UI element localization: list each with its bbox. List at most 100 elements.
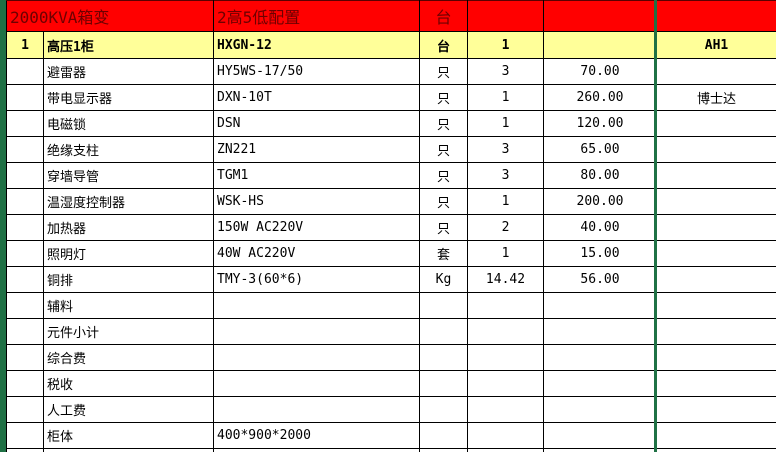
cell-model[interactable]: DSN <box>213 110 420 137</box>
cell-model[interactable] <box>213 318 420 345</box>
cell-qty[interactable]: 2 <box>467 214 544 241</box>
cell-qty[interactable]: 1 <box>467 110 544 137</box>
cell-vendor[interactable] <box>656 344 776 371</box>
cell-price[interactable]: 15.00 <box>543 240 657 267</box>
cell-unit[interactable] <box>419 370 468 397</box>
cell-group-model[interactable]: HXGN-12 <box>213 31 420 59</box>
cell-name[interactable]: 绝缘支柱 <box>43 136 214 163</box>
cell-seq[interactable] <box>6 370 44 397</box>
cell-name[interactable]: 辅料 <box>43 292 214 319</box>
cell-group-unit[interactable]: 台 <box>419 31 468 59</box>
cell-vendor[interactable] <box>656 136 776 163</box>
cell-name[interactable]: 避雷器 <box>43 58 214 85</box>
cell-name[interactable]: 元件小计 <box>43 318 214 345</box>
cell-seq[interactable] <box>6 58 44 85</box>
cell-price[interactable] <box>543 422 657 449</box>
cell-name[interactable]: 人工费 <box>43 396 214 423</box>
cell-price[interactable]: 200.00 <box>543 188 657 215</box>
cell-model[interactable]: 40W AC220V <box>213 240 420 267</box>
cell-price[interactable] <box>543 448 657 452</box>
cell-unit[interactable]: 只 <box>419 84 468 111</box>
cell-group-name[interactable]: 高压1柜 <box>43 31 214 59</box>
cell-price[interactable]: 56.00 <box>543 266 657 293</box>
cell-model[interactable]: WSK-HS <box>213 188 420 215</box>
cell-qty[interactable] <box>467 370 544 397</box>
cell-price[interactable]: 120.00 <box>543 110 657 137</box>
cell-seq[interactable] <box>6 292 44 319</box>
cell-price[interactable] <box>543 292 657 319</box>
cell-qty[interactable]: 3 <box>467 162 544 189</box>
cell-vendor[interactable] <box>656 396 776 423</box>
cell-qty[interactable]: 1 <box>467 240 544 267</box>
cell-name[interactable]: 照明灯 <box>43 240 214 267</box>
cell-unit[interactable] <box>419 344 468 371</box>
cell-seq[interactable] <box>6 214 44 241</box>
cell-name[interactable]: 综合费 <box>43 344 214 371</box>
cell-model[interactable]: HY5WS-17/50 <box>213 58 420 85</box>
cell-name[interactable]: 带电显示器 <box>43 84 214 111</box>
cell-price[interactable] <box>543 370 657 397</box>
cell-section-title[interactable]: 2000KVA箱变 <box>6 0 214 32</box>
cell-name[interactable]: 温湿度控制器 <box>43 188 214 215</box>
cell-model[interactable] <box>213 396 420 423</box>
cell-seq[interactable] <box>6 110 44 137</box>
cell-qty[interactable] <box>467 448 544 452</box>
cell-group-seq[interactable]: 1 <box>6 31 44 59</box>
cell-vendor[interactable] <box>656 58 776 85</box>
cell-name[interactable]: 穿墙导管 <box>43 162 214 189</box>
cell-price[interactable] <box>543 318 657 345</box>
cell-unit[interactable]: 只 <box>419 110 468 137</box>
cell-group-vendor[interactable]: AH1 <box>656 31 776 59</box>
cell-name[interactable]: 铜排 <box>43 266 214 293</box>
cell-vendor[interactable] <box>656 422 776 449</box>
cell-unit[interactable]: 只 <box>419 214 468 241</box>
cell-price[interactable] <box>543 396 657 423</box>
cell-unit[interactable]: 只 <box>419 162 468 189</box>
cell-price[interactable]: 70.00 <box>543 58 657 85</box>
cell-qty[interactable] <box>467 292 544 319</box>
cell-seq[interactable] <box>6 188 44 215</box>
cell-group-qty[interactable]: 1 <box>467 31 544 59</box>
cell-price[interactable]: 65.00 <box>543 136 657 163</box>
cell-qty[interactable]: 3 <box>467 136 544 163</box>
cell-seq[interactable] <box>6 136 44 163</box>
cell-vendor[interactable] <box>656 266 776 293</box>
cell-vendor[interactable] <box>656 162 776 189</box>
cell-model[interactable] <box>213 448 420 452</box>
cell-qty[interactable] <box>467 396 544 423</box>
cell-model[interactable]: ZN221 <box>213 136 420 163</box>
cell-vendor[interactable] <box>656 240 776 267</box>
cell-price[interactable]: 40.00 <box>543 214 657 241</box>
cell-model[interactable]: TMY-3(60*6) <box>213 266 420 293</box>
cell-name[interactable]: 电磁锁 <box>43 110 214 137</box>
cell-model[interactable] <box>213 370 420 397</box>
cell-price[interactable]: 260.00 <box>543 84 657 111</box>
cell-vendor[interactable] <box>656 292 776 319</box>
cell-qty[interactable]: 1 <box>467 188 544 215</box>
cell-qty[interactable] <box>467 422 544 449</box>
cell-section-price[interactable] <box>543 0 657 32</box>
cell-model[interactable]: TGM1 <box>213 162 420 189</box>
cell-section-config[interactable]: 2高5低配置 <box>213 0 420 32</box>
cell-vendor[interactable] <box>656 318 776 345</box>
cell-name[interactable]: 税收 <box>43 370 214 397</box>
cell-qty[interactable]: 14.42 <box>467 266 544 293</box>
cell-seq[interactable] <box>6 162 44 189</box>
cell-price[interactable]: 80.00 <box>543 162 657 189</box>
cell-model[interactable] <box>213 292 420 319</box>
cell-unit[interactable]: 套 <box>419 240 468 267</box>
cell-seq[interactable] <box>6 344 44 371</box>
cell-model[interactable]: 150W AC220V <box>213 214 420 241</box>
cell-unit[interactable]: Kg <box>419 266 468 293</box>
cell-unit[interactable] <box>419 448 468 452</box>
cell-seq[interactable] <box>6 448 44 452</box>
cell-vendor[interactable] <box>656 448 776 452</box>
cell-name[interactable]: 小计 <box>43 448 214 452</box>
cell-seq[interactable] <box>6 240 44 267</box>
cell-unit[interactable] <box>419 396 468 423</box>
cell-unit[interactable] <box>419 422 468 449</box>
cell-unit[interactable] <box>419 292 468 319</box>
cell-vendor[interactable] <box>656 214 776 241</box>
cell-section-vendor[interactable] <box>656 0 776 32</box>
cell-name[interactable]: 加热器 <box>43 214 214 241</box>
